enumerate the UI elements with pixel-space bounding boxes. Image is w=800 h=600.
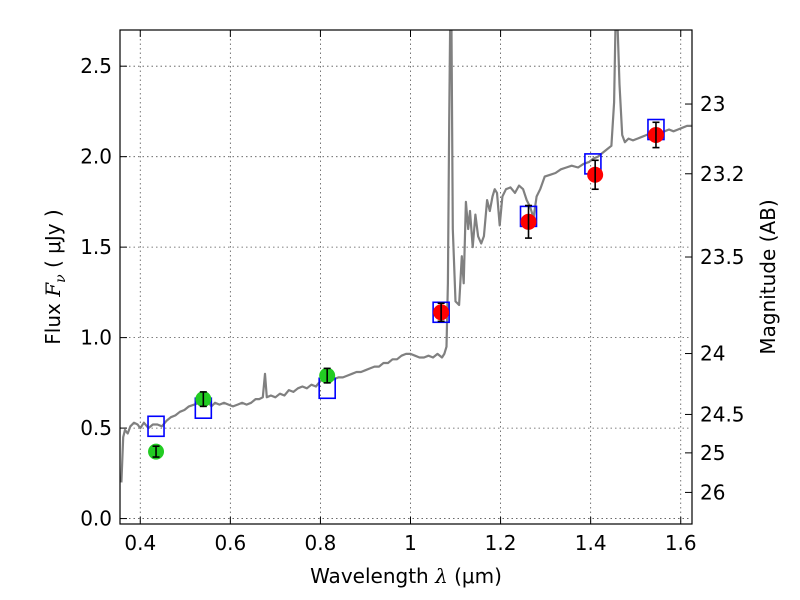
mag-tick-label: 23.5 (700, 245, 745, 269)
y-axis-title-prefix: Flux (41, 297, 65, 345)
y-axis-title-suffix: ( μJy ) (41, 209, 65, 274)
x-tick-label: 1 (404, 531, 417, 555)
y-axis-title: Flux Fν ( μJy ) (41, 209, 69, 344)
model-flux-box (147, 415, 165, 438)
y-tick-label: 1.5 (80, 235, 112, 259)
mag-tick-label: 24.5 (700, 402, 745, 426)
grid (120, 30, 692, 524)
mag-tick-label: 23.2 (700, 162, 745, 186)
y-tick-label: 0.0 (80, 507, 112, 531)
mag-tick-label: 24 (700, 342, 725, 366)
x-axis-title-suffix: (μm) (448, 564, 502, 588)
x-axis-title-symbol: λ (434, 564, 448, 588)
plot-area (120, 30, 692, 483)
mag-tick-label: 25 (700, 441, 725, 465)
plot-frame (119, 29, 693, 525)
x-tick-label: 0.6 (214, 531, 246, 555)
mag-tick-label: 23 (700, 92, 725, 116)
y-tick-label: 2.0 (80, 145, 112, 169)
x-tick-label: 1.6 (665, 531, 697, 555)
y-tick-label: 0.5 (80, 416, 112, 440)
y-axis-title-symbol: F (41, 282, 65, 298)
right-axis-title: Magnitude (AB) (756, 199, 780, 354)
y-tick-label: 1.0 (80, 326, 112, 350)
x-tick-label: 1.4 (575, 531, 607, 555)
y-tick-label: 2.5 (80, 54, 112, 78)
x-axis-title-prefix: Wavelength (310, 564, 435, 588)
y-axis-title-subscript: ν (53, 274, 69, 283)
model-spectrum-line (120, 30, 692, 483)
mag-tick-label: 26 (700, 480, 725, 504)
x-tick-label: 1.2 (485, 531, 517, 555)
x-tick-label: 0.4 (124, 531, 156, 555)
axis-ticks: 0.4 0.6 0.8 1 1.2 1.4 1.6 0.0 0.5 1.0 1.5 2.0 2.5 23 2… (80, 30, 745, 555)
x-tick-label: 0.8 (305, 531, 337, 555)
x-axis-title: Wavelength λ (μm) (310, 564, 502, 588)
